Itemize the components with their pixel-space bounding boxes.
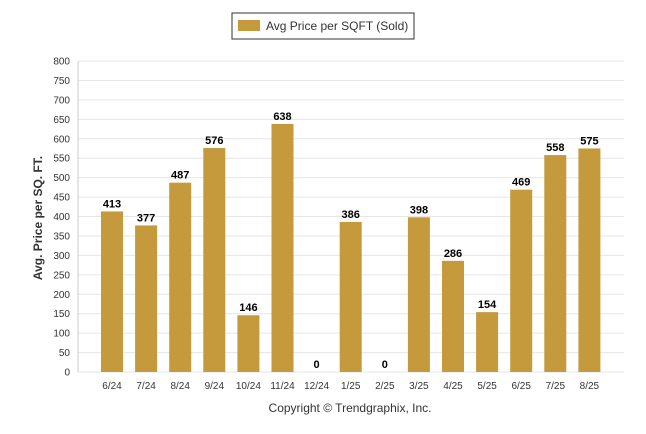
bar-11/24 <box>271 123 294 372</box>
x-tick-label: 12/24 <box>304 381 329 392</box>
bar-value-label: 469 <box>512 177 530 189</box>
bar-value-label: 576 <box>205 135 223 147</box>
bar-value-label: 146 <box>239 302 257 314</box>
x-tick-label: 4/25 <box>443 381 463 392</box>
y-tick-label: 500 <box>53 173 70 184</box>
y-tick-label: 650 <box>53 115 70 126</box>
x-tick-label: 1/25 <box>341 381 361 392</box>
y-tick-label: 0 <box>64 368 70 379</box>
y-tick-label: 800 <box>53 57 70 68</box>
x-tick-label: 5/25 <box>477 381 497 392</box>
bar-7/24 <box>135 225 158 372</box>
y-tick-label: 700 <box>53 95 70 106</box>
x-tick-label: 7/24 <box>136 381 156 392</box>
y-axis-ticks: 0 50 100 150 200 250 300 350 400 450 500 550 600 650 7… <box>53 57 70 379</box>
x-axis-ticks: 6/24 7/24 8/24 9/24 10/24 11/24 12/24 1/25 2/25 3… <box>102 381 599 392</box>
x-tick-label: 2/25 <box>375 381 395 392</box>
bar-6/24 <box>101 211 123 372</box>
legend: Avg Price per SQFT (Sold) <box>231 12 415 40</box>
y-tick-label: 250 <box>53 270 70 281</box>
copyright-text: Copyright © Trendgraphix, Inc. <box>269 401 432 415</box>
y-tick-label: 400 <box>53 212 70 223</box>
y-tick-label: 150 <box>53 309 70 320</box>
bar-1/25 <box>339 221 362 372</box>
bar-value-label: 0 <box>382 359 388 371</box>
bars <box>101 123 601 372</box>
bar-value-label: 398 <box>410 204 428 216</box>
legend-label: Avg Price per SQFT (Sold) <box>266 19 408 33</box>
bar-3/25 <box>407 217 430 372</box>
x-tick-label: 3/25 <box>409 381 429 392</box>
bar-value-label: 386 <box>342 209 360 221</box>
bar-value-label: 413 <box>103 198 121 210</box>
bar-value-label: 558 <box>546 142 564 154</box>
y-tick-label: 100 <box>53 329 70 340</box>
bar-4/25 <box>442 260 464 372</box>
bar-value-label: 377 <box>137 212 155 224</box>
bar-8/25 <box>578 148 601 372</box>
x-tick-label: 6/24 <box>102 381 122 392</box>
y-tick-label: 600 <box>53 134 70 145</box>
y-tick-label: 350 <box>53 231 70 242</box>
y-tick-label: 750 <box>53 76 70 87</box>
bar-value-label: 286 <box>444 248 462 260</box>
x-tick-label: 8/24 <box>170 381 190 392</box>
x-tick-label: 8/25 <box>580 381 600 392</box>
bar-10/24 <box>237 315 260 372</box>
y-tick-label: 550 <box>53 154 70 165</box>
legend-swatch <box>238 20 260 31</box>
x-tick-label: 11/24 <box>270 381 295 392</box>
bar-value-label: 575 <box>580 135 598 147</box>
bar-9/24 <box>203 148 226 372</box>
bar-6/25 <box>510 189 533 372</box>
bar-labels: 413 377 487 576 146 638 0 386 0 398 286 154 469 558 57… <box>103 111 599 371</box>
bar-value-label: 154 <box>478 299 497 311</box>
bar-8/24 <box>169 182 192 372</box>
x-tick-label: 6/25 <box>511 381 531 392</box>
x-tick-label: 10/24 <box>236 381 261 392</box>
bar-value-label: 487 <box>171 170 189 182</box>
bar-value-label: 0 <box>314 359 320 371</box>
y-tick-label: 450 <box>53 193 70 204</box>
grid <box>77 60 624 373</box>
x-tick-label: 7/25 <box>546 381 566 392</box>
bar-value-label: 638 <box>273 111 291 123</box>
y-tick-label: 300 <box>53 251 70 262</box>
y-tick-label: 50 <box>59 348 71 359</box>
y-tick-label: 200 <box>53 290 70 301</box>
bar-5/25 <box>476 312 499 372</box>
y-axis-label: Avg. Price per SQ. FT. <box>31 156 45 280</box>
x-tick-label: 9/24 <box>205 381 225 392</box>
bar-7/25 <box>544 155 567 372</box>
